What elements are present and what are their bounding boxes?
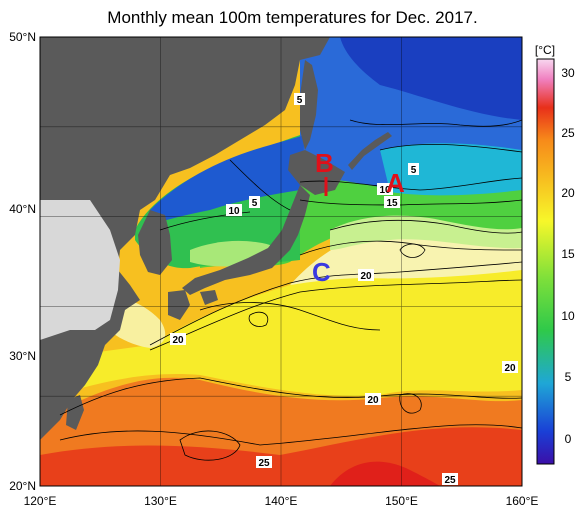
contour-label: 5 [408,163,419,176]
contour-label: 20 [358,269,374,282]
contour-label: 20 [502,361,518,374]
svg-text:5: 5 [411,165,417,176]
colorbar-scale [536,58,555,465]
marker-b: B [315,148,334,178]
contour-label: 20 [170,333,186,346]
colorbar-tick-5: 5 [565,370,572,384]
lon-tick-140: 140°E [265,494,298,508]
contour-label: 25 [256,456,272,469]
svg-text:10: 10 [228,206,240,217]
land [40,37,392,440]
contour-label: 25 [442,473,458,486]
contour-label: 10 [226,204,242,217]
contour-labels: 5 5 10 5 10 15 20 20 20 20 25 25 [170,93,518,486]
svg-text:20: 20 [172,335,184,346]
map-title: Monthly mean 100m temperatures for Dec. … [107,8,478,27]
lon-tick-120: 120°E [24,494,57,508]
svg-text:25: 25 [444,475,456,486]
lat-axis: 50°N 40°N 30°N 20°N [9,30,36,493]
region-markers: A B C [312,148,405,287]
colorbar-tick-10: 10 [561,309,575,323]
svg-text:15: 15 [386,198,398,209]
graticule [40,37,522,486]
lon-tick-160: 160°E [506,494,539,508]
contour-label: 5 [249,196,260,209]
unobserved-area [40,200,120,340]
svg-text:20: 20 [367,395,379,406]
colorbar-tick-15: 15 [561,247,575,261]
colorbar-unit: [°C] [535,43,555,57]
svg-text:20: 20 [360,271,372,282]
lat-tick-40: 40°N [9,202,36,216]
marker-a: A [386,168,405,198]
svg-text:5: 5 [252,198,258,209]
contour-label: 10 [377,183,393,196]
colorbar-tick-25: 25 [561,126,575,140]
colorbar: [°C] 30 25 20 15 10 5 0 [535,43,575,465]
contour-label: 20 [365,393,381,406]
contour-label: 5 [294,93,305,106]
map-frame [39,36,523,487]
colorbar-tick-0: 0 [565,432,572,446]
lat-tick-20: 20°N [9,479,36,493]
lat-tick-50: 50°N [9,30,36,44]
svg-text:10: 10 [379,185,391,196]
svg-text:20: 20 [504,363,516,374]
marker-c: C [312,257,331,287]
svg-text:5: 5 [297,95,303,106]
colorbar-tick-30: 30 [561,66,575,80]
isotherms [59,119,522,461]
colorbar-tick-20: 20 [561,186,575,200]
contour-label: 15 [384,196,400,209]
lat-tick-30: 30°N [9,349,36,363]
lon-tick-150: 150°E [385,494,418,508]
lon-tick-130: 130°E [144,494,177,508]
lon-axis: 120°E 130°E 140°E 150°E 160°E [24,494,539,508]
svg-text:25: 25 [258,458,270,469]
